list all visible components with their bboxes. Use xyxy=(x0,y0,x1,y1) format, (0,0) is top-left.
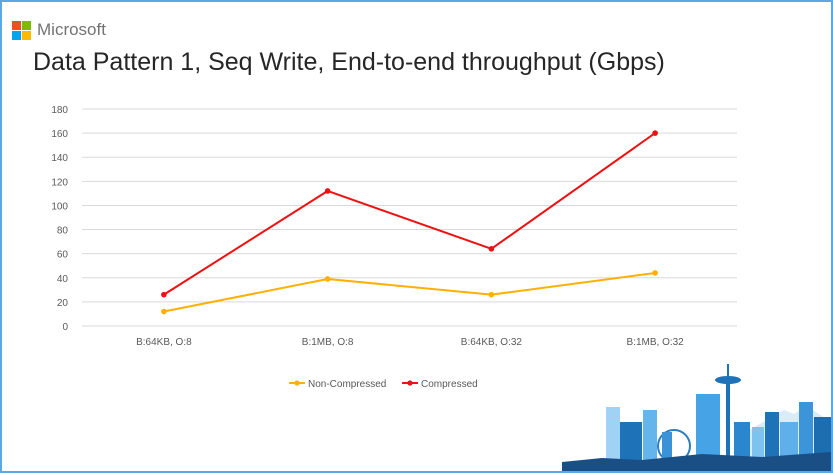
data-point xyxy=(161,291,167,298)
y-tick-label: 0 xyxy=(62,322,68,333)
y-tick-label: 20 xyxy=(57,298,69,309)
space-needle-spire xyxy=(727,364,729,378)
logo-square-blue xyxy=(12,30,21,40)
x-axis-ticks: B:64KB, O:8 B:1MB, O:8 B:64KB, O:32 B:1MB, … xyxy=(136,337,684,348)
y-tick-label: 180 xyxy=(51,105,68,116)
data-point xyxy=(324,276,331,282)
data-point xyxy=(324,188,331,194)
brand-name: Microsoft xyxy=(37,20,106,39)
logo-square-yellow xyxy=(22,30,31,40)
series-line xyxy=(163,271,656,313)
space-needle-shaft xyxy=(726,382,730,471)
legend-item: Compressed xyxy=(402,379,478,390)
building xyxy=(606,407,620,471)
building xyxy=(620,422,642,471)
legend-item: Non-Compressed xyxy=(289,379,386,390)
series-line xyxy=(163,132,656,296)
logo-square-red xyxy=(12,20,21,30)
space-needle-top xyxy=(715,376,741,384)
gridlines xyxy=(82,108,737,327)
legend-marker xyxy=(407,380,413,386)
legend-label: Non-Compressed xyxy=(308,379,386,390)
logo-square-green xyxy=(22,20,31,30)
y-tick-label: 140 xyxy=(51,153,68,164)
legend-marker xyxy=(294,380,300,386)
microsoft-logo: Microsoft xyxy=(12,20,106,40)
x-tick-label: B:64KB, O:32 xyxy=(461,337,523,348)
y-tick-label: 120 xyxy=(51,177,68,188)
y-tick-label: 60 xyxy=(57,250,69,261)
data-point xyxy=(652,130,658,136)
x-tick-label: B:64KB, O:8 xyxy=(136,337,192,348)
legend: Non-Compressed Compressed xyxy=(289,379,478,390)
x-tick-label: B:1MB, O:8 xyxy=(302,337,354,348)
series-2 xyxy=(161,130,658,298)
series-lines xyxy=(161,130,658,315)
series-1 xyxy=(161,270,658,315)
y-tick-label: 100 xyxy=(51,201,68,212)
y-tick-label: 160 xyxy=(51,129,68,140)
waterfront-base xyxy=(562,452,831,471)
data-point xyxy=(652,270,658,276)
chart-title: Data Pattern 1, Seq Write, End-to-end th… xyxy=(33,48,665,76)
building xyxy=(643,410,657,471)
y-axis-ticks: 0 20 40 60 80 100 120 140 160 180 xyxy=(51,105,68,333)
y-tick-label: 80 xyxy=(57,226,69,237)
y-tick-label: 40 xyxy=(57,274,69,285)
data-point xyxy=(488,246,495,252)
legend-label: Compressed xyxy=(421,379,478,390)
microsoft-logo-icon xyxy=(12,20,31,40)
data-point xyxy=(488,291,495,298)
x-tick-label: B:1MB, O:32 xyxy=(627,337,685,348)
seattle-skyline-decoration xyxy=(562,364,831,471)
data-point xyxy=(161,308,167,315)
building xyxy=(662,432,672,471)
